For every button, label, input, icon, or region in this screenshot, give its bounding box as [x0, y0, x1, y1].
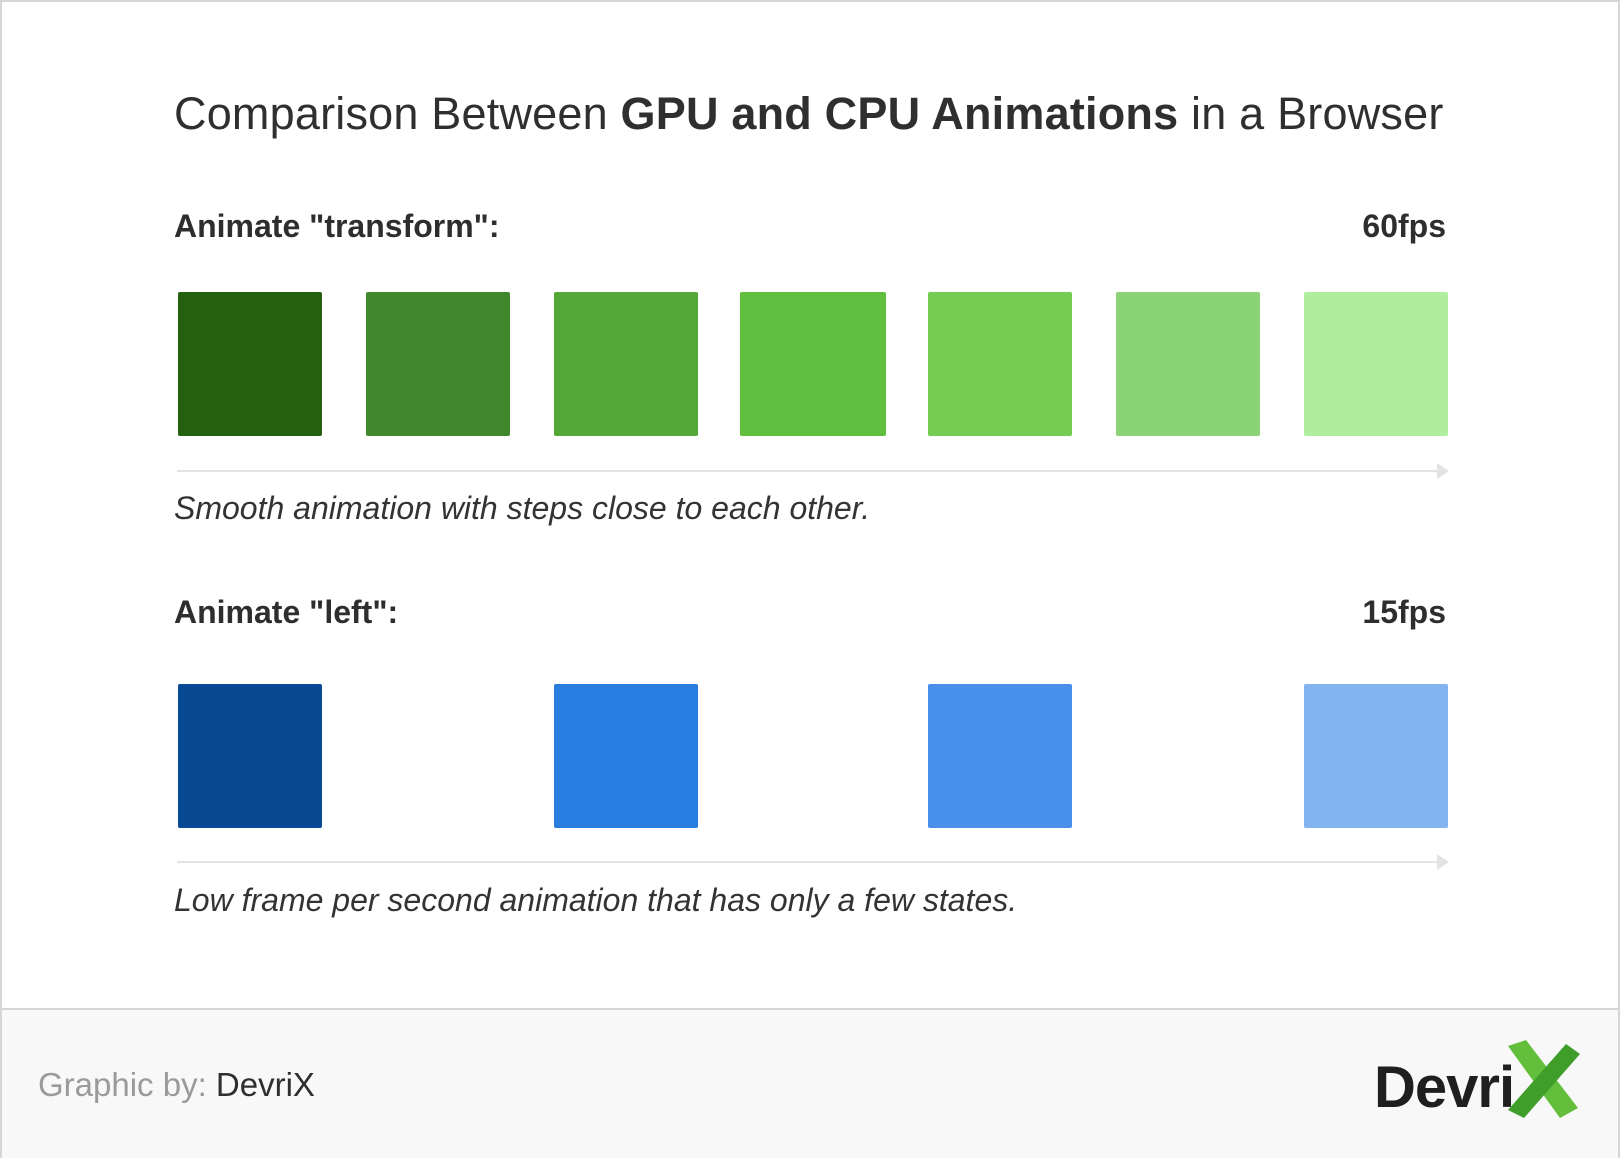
title-bold: GPU and CPU Animations — [620, 88, 1179, 139]
transform-timeline-line — [177, 470, 1441, 472]
transform-timeline-arrow-icon — [1437, 463, 1449, 479]
credit-label: Graphic by: — [38, 1066, 207, 1103]
transform-step-3 — [554, 292, 698, 436]
left-timeline-line — [177, 861, 1441, 863]
title-suffix: in a Browser — [1178, 88, 1444, 139]
transform-step-7 — [1304, 292, 1448, 436]
transform-step-5 — [928, 292, 1072, 436]
left-caption: Low frame per second animation that has … — [174, 882, 1018, 918]
left-step-3 — [928, 684, 1072, 828]
left-step-2 — [554, 684, 698, 828]
transform-step-2 — [366, 292, 510, 436]
infographic-title: Comparison Between GPU and CPU Animation… — [174, 88, 1444, 140]
transform-step-6 — [1116, 292, 1260, 436]
left-step-1 — [178, 684, 322, 828]
transform-step-4 — [740, 292, 886, 436]
left-row-label: Animate "left": — [174, 594, 399, 630]
infographic-content: Comparison Between GPU and CPU Animation… — [2, 2, 1618, 1008]
footer: Graphic by: DevriX Devri — [2, 1008, 1618, 1158]
transform-row-label: Animate "transform": — [174, 208, 500, 244]
left-timeline-arrow-icon — [1437, 854, 1449, 870]
transform-caption: Smooth animation with steps close to eac… — [174, 490, 871, 526]
left-row-fps: 15fps — [1362, 594, 1446, 630]
title-prefix: Comparison Between — [174, 88, 621, 139]
left-step-4 — [1304, 684, 1448, 828]
logo-wordmark: Devri — [1374, 1055, 1515, 1120]
transform-row-fps: 60fps — [1362, 208, 1446, 244]
logo-x-icon — [1508, 1040, 1580, 1118]
credit-name: DevriX — [215, 1066, 315, 1103]
devrix-logo: Devri — [1374, 1038, 1584, 1128]
graphic-credit: Graphic by: DevriX — [38, 1066, 315, 1104]
transform-step-1 — [178, 292, 322, 436]
